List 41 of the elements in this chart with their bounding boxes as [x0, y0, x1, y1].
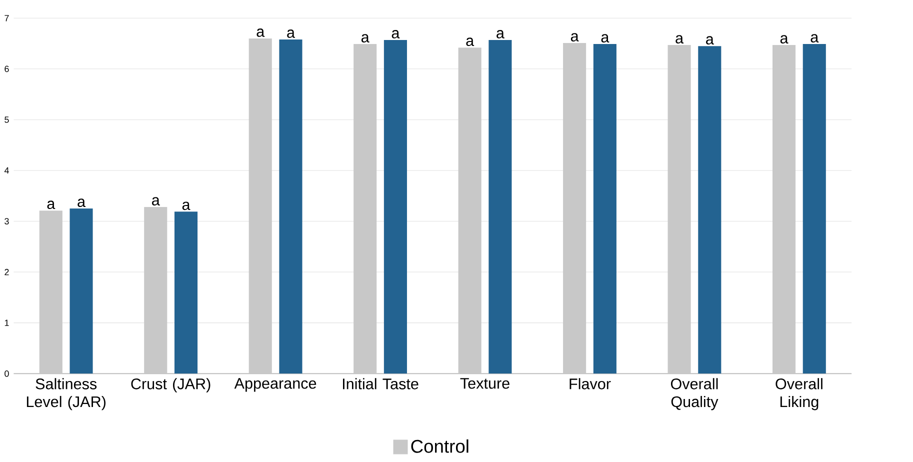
y-tick-label: 0 [4, 370, 9, 377]
legend-label: Control [411, 439, 468, 453]
annotation: a [466, 37, 474, 46]
annotation: a [78, 198, 86, 207]
annotation: a [182, 201, 190, 210]
x-tick-label: Overall Liking [776, 378, 822, 410]
y-tick-label: 3 [4, 218, 9, 224]
y-tick-label: 4 [4, 167, 9, 174]
bar [70, 208, 93, 374]
annotation: a [496, 30, 504, 38]
annotation: a [570, 32, 579, 42]
annotation: a [361, 34, 370, 42]
annotation: a [47, 200, 56, 209]
y-tick-label: 2 [4, 268, 9, 275]
x-tick-label: Initial Taste [343, 378, 418, 390]
annotation: a [676, 34, 684, 44]
annotation: a [256, 28, 265, 37]
bar [593, 44, 616, 374]
x-tick-label: Flavor [570, 378, 611, 390]
annotation: a [810, 34, 819, 42]
annotation: a [780, 34, 788, 44]
y-tick-label: 5 [4, 116, 9, 123]
y-tick-label: 6 [4, 66, 9, 72]
x-tick-label: Texture [460, 378, 510, 389]
annotation: a [152, 196, 160, 206]
bar [174, 211, 198, 374]
y-tick-label: 1 [4, 320, 9, 326]
bar [802, 44, 826, 374]
annotation: a [601, 34, 610, 42]
x-tick-label: Appearance [234, 378, 316, 392]
annotation: a [706, 36, 714, 44]
annotation: a [287, 29, 295, 38]
bar [488, 40, 512, 374]
x-tick-label: Saltiness Level (JAR) [26, 378, 106, 410]
bar [279, 39, 302, 374]
x-tick-label: Overall Quality [670, 378, 718, 410]
x-tick-label: Crust (JAR) [131, 378, 210, 392]
bar [698, 46, 722, 374]
annotation: a [392, 30, 400, 38]
y-tick-label: 7 [4, 14, 9, 21]
bar [384, 40, 407, 374]
